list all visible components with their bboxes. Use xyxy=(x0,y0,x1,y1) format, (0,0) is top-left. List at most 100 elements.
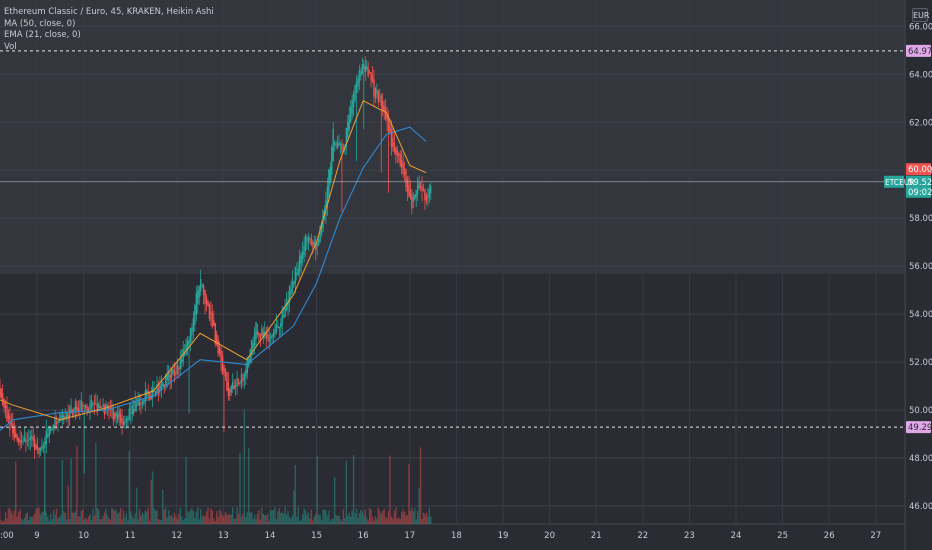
candle-body xyxy=(138,401,141,406)
volume-bar xyxy=(380,513,382,524)
candle-body xyxy=(125,418,128,423)
alert-price-tag[interactable] xyxy=(906,421,931,434)
volume-bar xyxy=(86,519,88,524)
candle-body xyxy=(22,440,24,442)
candle-body xyxy=(374,88,377,98)
candle-body xyxy=(300,254,302,264)
volume-bar xyxy=(271,510,273,524)
candle-body xyxy=(406,179,409,192)
legend-vol[interactable]: Vol xyxy=(4,41,17,52)
volume-bar xyxy=(49,513,52,524)
volume-bar xyxy=(418,487,420,524)
volume-bar xyxy=(248,448,250,524)
volume-bar xyxy=(100,519,103,524)
volume-bar xyxy=(246,511,248,524)
volume-bar xyxy=(403,511,406,524)
volume-bar xyxy=(239,453,241,524)
countdown-label: 09:02 xyxy=(908,188,932,198)
volume-bar xyxy=(167,510,170,524)
volume-bar xyxy=(237,513,240,524)
candle-body xyxy=(246,358,248,374)
alert-lines[interactable]: 64.979 49.291 xyxy=(0,44,932,434)
volume-bar xyxy=(153,507,155,524)
candle-body xyxy=(154,391,157,396)
candle-body xyxy=(296,272,298,276)
candle-body xyxy=(28,439,30,441)
candle-body xyxy=(304,234,307,251)
legend-title[interactable]: Ethereum Classic / Euro, 45, KRAKEN, Hei… xyxy=(4,7,214,17)
candle-body xyxy=(229,388,231,396)
candle-body xyxy=(348,114,350,130)
candle-body xyxy=(54,416,56,428)
legend-ma[interactable]: MA (50, close, 0) xyxy=(4,18,76,29)
candle-body xyxy=(252,343,254,348)
candle-body xyxy=(275,324,278,332)
volume-bar xyxy=(425,512,428,524)
volume-bar xyxy=(383,508,385,524)
volume-bar xyxy=(44,508,46,524)
volume-bar xyxy=(370,509,372,524)
volume-bar xyxy=(1,520,4,524)
candle-body xyxy=(217,339,219,354)
candle-body xyxy=(240,373,243,383)
upper-background xyxy=(0,0,905,274)
candle-body xyxy=(315,243,317,250)
candle-body xyxy=(316,243,318,247)
candle-body xyxy=(114,413,116,419)
candle-body xyxy=(66,412,68,418)
candle-body xyxy=(10,423,13,425)
candle-body xyxy=(306,238,308,243)
candle-body xyxy=(163,384,165,387)
volume-bar xyxy=(243,410,246,524)
candle-body xyxy=(182,349,184,362)
volume-bar xyxy=(256,513,259,524)
time-tick-label: 25 xyxy=(777,531,788,541)
candle-body xyxy=(115,412,117,417)
volume-bar xyxy=(67,485,69,524)
candle-body xyxy=(144,391,147,402)
volume-bar xyxy=(111,507,113,524)
candle-body xyxy=(371,76,374,83)
volume-bar xyxy=(220,511,222,524)
candle-body xyxy=(157,388,160,394)
candle-body xyxy=(272,332,275,337)
candle-body xyxy=(99,405,101,408)
volume-bar xyxy=(51,518,53,524)
legend-ema[interactable]: EMA (21, close, 0) xyxy=(4,30,81,40)
candle-body xyxy=(221,355,224,375)
candle-body xyxy=(218,346,221,355)
volume-bar xyxy=(9,508,11,524)
candle-body xyxy=(178,367,180,370)
candle-body xyxy=(408,185,410,197)
candle-body xyxy=(25,439,27,443)
volume-bar xyxy=(55,508,58,524)
volume-bar xyxy=(98,509,100,524)
candle-body xyxy=(165,374,167,386)
candle-body xyxy=(367,67,369,77)
currency-button[interactable]: EUR xyxy=(912,8,929,22)
candle-body xyxy=(60,415,62,422)
volume-bar xyxy=(17,511,20,524)
candle-body xyxy=(363,63,365,69)
time-tick-label: 21 xyxy=(591,531,602,541)
volume-bar xyxy=(186,511,189,524)
candle-body xyxy=(430,185,432,194)
volume-bar xyxy=(269,510,272,524)
alert-price-tag[interactable] xyxy=(906,44,931,57)
candle-body xyxy=(393,142,396,153)
volume-bar xyxy=(275,518,278,524)
volume-bar xyxy=(280,512,282,524)
volume-bar xyxy=(106,515,109,524)
volume-bar xyxy=(363,514,365,524)
volume-bar xyxy=(266,513,269,524)
volume-bar xyxy=(300,519,302,524)
symbol-label: ETCEUR xyxy=(885,178,915,187)
volume-bar xyxy=(296,516,298,524)
volume-bar xyxy=(57,518,59,524)
volume-bar xyxy=(135,487,138,524)
volume-bar xyxy=(205,511,208,524)
candle-body xyxy=(414,194,416,200)
volume-bar xyxy=(325,510,327,524)
